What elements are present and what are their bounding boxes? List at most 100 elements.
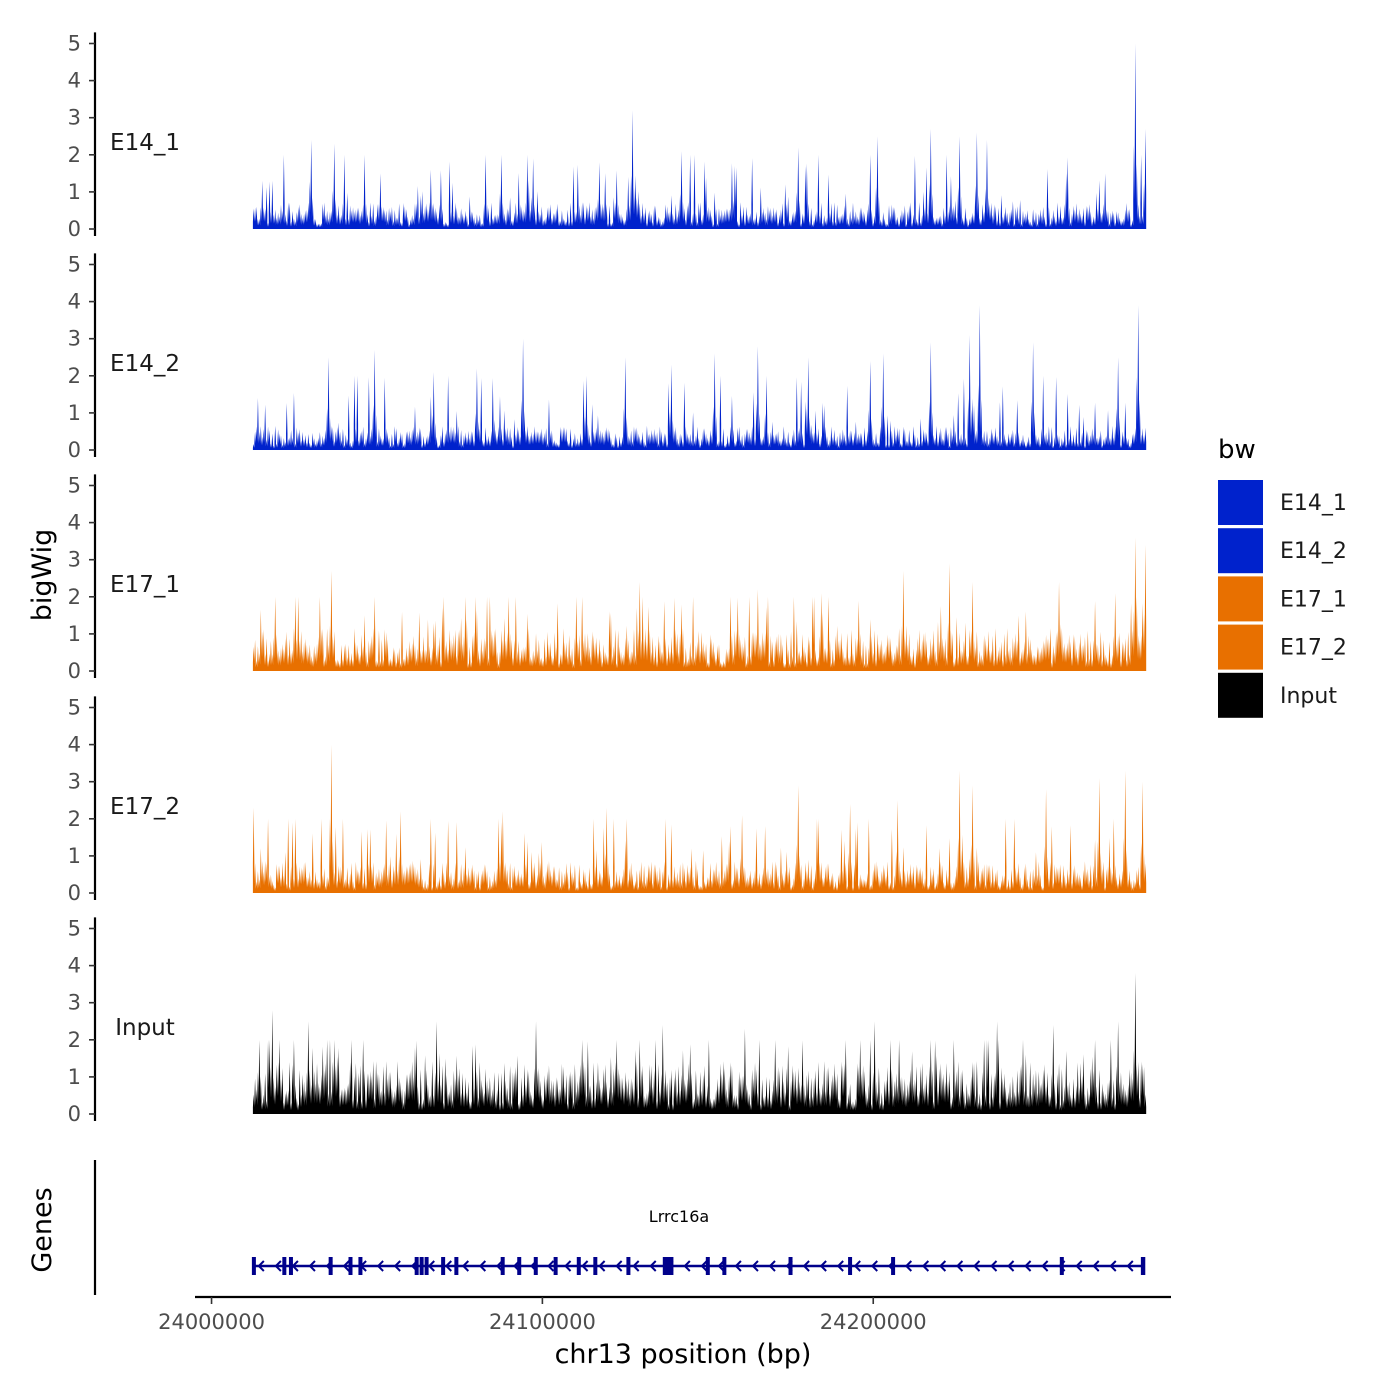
strand-arrow <box>461 1260 470 1272</box>
strand-arrow <box>1024 1260 1032 1272</box>
strand-arrow <box>444 1260 452 1272</box>
strand-arrow <box>564 1260 572 1272</box>
strand-arrow <box>1109 1260 1117 1272</box>
y-tick-label: 4 <box>68 733 81 757</box>
gene-track: Genes Lrrc16a <box>27 1160 1146 1295</box>
strand-arrow <box>836 1260 844 1272</box>
strand-arrow <box>410 1260 418 1272</box>
legend-swatch <box>1218 624 1263 670</box>
y-tick-label: 5 <box>68 917 81 941</box>
x-tick-label: 24100000 <box>489 1310 596 1334</box>
y-tick-label: 0 <box>68 217 81 241</box>
strand-arrow <box>683 1260 691 1272</box>
signal-area-Input <box>252 973 1147 1114</box>
y-tick-label: 3 <box>68 327 81 351</box>
track-label: E17_1 <box>110 572 180 598</box>
strand-arrow <box>768 1260 776 1272</box>
signal-area-E14_1 <box>252 43 1147 229</box>
gene-exon <box>328 1257 333 1275</box>
y-tick-label: 1 <box>68 180 81 204</box>
y-tick-label: 2 <box>68 143 81 167</box>
track-label: Input <box>115 1015 175 1041</box>
gene-exon <box>576 1257 581 1275</box>
gene-exon <box>288 1257 293 1275</box>
gene-exon <box>1059 1257 1064 1275</box>
y-tick-label: 5 <box>68 253 81 277</box>
y-tick-label: 1 <box>68 401 81 425</box>
gene-exon <box>705 1257 710 1275</box>
legend-label: E14_2 <box>1280 539 1347 564</box>
y-tick-label: 2 <box>68 1028 81 1052</box>
signal-area-E17_1 <box>252 537 1147 671</box>
gene-label: Lrrc16a <box>649 1207 709 1226</box>
y-tick-label: 0 <box>68 438 81 462</box>
gene-exon <box>722 1257 727 1275</box>
strand-arrow <box>887 1260 895 1272</box>
y-tick-label: 1 <box>68 622 81 646</box>
strand-arrow <box>632 1260 640 1272</box>
strand-arrow <box>615 1260 623 1272</box>
signal-area-E14_2 <box>252 305 1147 450</box>
strand-arrow <box>291 1260 299 1272</box>
legend-label: E14_1 <box>1280 491 1347 516</box>
strand-arrow <box>342 1260 350 1272</box>
gene-exon <box>251 1257 256 1275</box>
gene-exon <box>424 1257 429 1275</box>
y-tick-label: 3 <box>68 548 81 572</box>
strand-arrow <box>1126 1260 1134 1272</box>
y-tick-label: 5 <box>68 474 81 498</box>
gene-exon <box>282 1257 287 1275</box>
gene-exon <box>454 1257 459 1275</box>
strand-arrow <box>921 1260 930 1272</box>
gene-exon <box>669 1257 674 1275</box>
strand-arrow <box>717 1260 725 1272</box>
gene-exon <box>553 1257 558 1275</box>
gene-exon <box>891 1257 896 1275</box>
y-tick-label: 1 <box>68 844 81 868</box>
strand-arrow <box>478 1260 487 1272</box>
y-tick-label: 2 <box>68 807 81 831</box>
track-E17_2: 0 1 2 3 4 5 E17_2 <box>68 696 1147 905</box>
legend-title: bw <box>1218 435 1256 465</box>
strand-arrow <box>666 1260 674 1272</box>
strand-arrow <box>1041 1260 1049 1272</box>
strand-arrow <box>853 1260 861 1272</box>
strand-arrow <box>598 1260 606 1272</box>
y-tick-label: 0 <box>68 881 81 905</box>
gene-exon <box>348 1257 353 1275</box>
legend-label: E17_2 <box>1280 636 1347 661</box>
strand-arrow <box>257 1260 265 1272</box>
gene-track-title: Genes <box>27 1187 58 1272</box>
strand-arrow <box>1075 1260 1083 1272</box>
strand-arrow <box>427 1260 435 1272</box>
y-tick-label: 4 <box>68 511 81 535</box>
track-E14_1: 0 1 2 3 4 5 E14_1 <box>68 32 1147 241</box>
gene-exon <box>593 1257 598 1275</box>
strand-arrow <box>700 1260 708 1272</box>
strand-arrow <box>751 1260 759 1272</box>
y-tick-label: 4 <box>68 69 81 93</box>
gene-exon <box>788 1257 793 1275</box>
strand-arrow <box>819 1260 827 1272</box>
track-label: E14_2 <box>110 351 180 377</box>
strand-arrow <box>325 1260 333 1272</box>
gene-exon <box>500 1257 505 1275</box>
strand-arrow <box>495 1260 504 1272</box>
track-Input: 0 1 2 3 4 5 Input <box>68 917 1147 1126</box>
strand-arrow <box>802 1260 810 1272</box>
gene-exon <box>662 1257 667 1275</box>
legend-swatch <box>1218 672 1263 718</box>
y-tick-label: 0 <box>68 1102 81 1126</box>
x-tick-label: 24000000 <box>158 1310 265 1334</box>
strand-arrow <box>1007 1260 1015 1272</box>
strand-arrow <box>1058 1260 1066 1272</box>
track-E14_2: 0 1 2 3 4 5 E14_2 <box>68 253 1147 462</box>
strand-arrow <box>904 1260 913 1272</box>
x-axis-title: chr13 position (bp) <box>555 1339 812 1370</box>
legend: bw E14_1 E14_2 E17_1 E17_2 Input <box>1218 435 1347 718</box>
strand-arrow <box>956 1260 964 1272</box>
strand-arrow <box>547 1260 555 1272</box>
strand-arrow <box>785 1260 793 1272</box>
x-axis: 24000000 24100000 24200000 <box>158 1295 1171 1334</box>
